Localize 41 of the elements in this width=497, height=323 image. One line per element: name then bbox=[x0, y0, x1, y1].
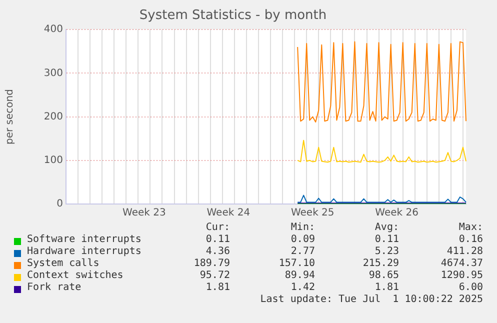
y-tick-label: 200 bbox=[44, 111, 63, 122]
legend-label: Context switches bbox=[27, 270, 124, 281]
text: 157.10 bbox=[278, 258, 315, 269]
legend-label: System calls bbox=[27, 258, 100, 269]
text: 6.00 bbox=[458, 282, 483, 293]
text: 1290.95 bbox=[440, 270, 483, 281]
x-tick-label: Week 24 bbox=[206, 208, 250, 219]
text: 95.72 bbox=[200, 270, 230, 281]
text: 0.16 bbox=[458, 234, 483, 245]
text: 1.81 bbox=[374, 282, 399, 293]
text: Avg: bbox=[374, 222, 399, 233]
x-tick-label: Week 25 bbox=[290, 208, 334, 219]
text: Last update: Tue Jul 1 10:00:22 2025 bbox=[260, 294, 483, 305]
y-tick-label: 100 bbox=[44, 154, 63, 166]
text: 1.42 bbox=[290, 282, 315, 293]
y-tick-label: 0 bbox=[56, 198, 63, 210]
chart-title: System Statistics - by month bbox=[139, 8, 327, 24]
text: Min: bbox=[290, 222, 315, 233]
text: 411.28 bbox=[446, 246, 483, 257]
text: 189.79 bbox=[194, 258, 230, 269]
text: 5.23 bbox=[374, 246, 399, 257]
text: 98.65 bbox=[368, 270, 399, 281]
y-tick-label: 400 bbox=[44, 24, 63, 36]
text: 0.11 bbox=[206, 234, 230, 245]
text: 4674.37 bbox=[440, 258, 483, 269]
legend-label: Fork rate bbox=[27, 282, 82, 293]
legend-label: Hardware interrupts bbox=[27, 246, 142, 257]
x-tick-label: Week 26 bbox=[375, 208, 418, 219]
text: 215.29 bbox=[362, 258, 399, 269]
x-tick-label: Week 23 bbox=[122, 208, 166, 219]
text: 0.11 bbox=[374, 234, 399, 245]
y-tick-label: 300 bbox=[44, 68, 63, 79]
y-axis-title: per second bbox=[4, 89, 16, 145]
text: 4.36 bbox=[206, 246, 230, 257]
text: 0.09 bbox=[290, 234, 315, 245]
text: 2.77 bbox=[290, 246, 315, 257]
text: Cur: bbox=[206, 222, 230, 233]
text: 89.94 bbox=[284, 270, 315, 281]
legend-label: Software interrupts bbox=[27, 234, 142, 245]
text: 1.81 bbox=[206, 282, 230, 293]
text: Max: bbox=[458, 222, 483, 233]
